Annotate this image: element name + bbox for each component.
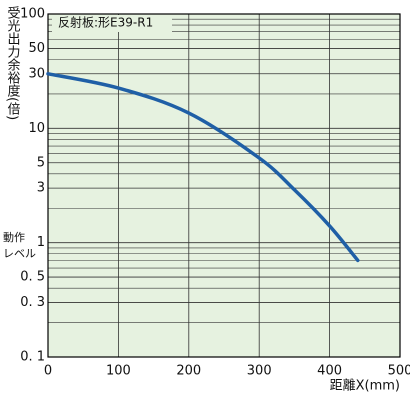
y-tick-label: 0. 3 <box>20 295 45 310</box>
legend-box <box>52 15 172 32</box>
y-axis-label: 受光出力余裕度(倍) <box>5 6 21 120</box>
annotation: レベル <box>3 247 36 260</box>
x-tick-label: 400 <box>317 364 342 379</box>
x-axis-label: 距離X(mm) <box>330 379 400 394</box>
x-tick-label: 0 <box>44 364 52 379</box>
y-tick-label: 0. 1 <box>20 350 45 365</box>
y-tick-label: 30 <box>28 66 45 81</box>
legend-text: 反射板:形E39-R1 <box>58 15 153 30</box>
y-tick-label: 1 <box>37 235 45 250</box>
y-tick-label: 100 <box>20 7 45 22</box>
x-tick-label: 300 <box>247 364 272 379</box>
annotation: 動作 <box>3 230 25 244</box>
y-tick-label: 10 <box>28 121 45 136</box>
y-tick-label: 3 <box>37 181 45 196</box>
plot-area <box>48 14 400 357</box>
x-tick-label: 100 <box>106 364 131 379</box>
y-tick-label: 0. 5 <box>20 270 45 285</box>
plot-frame <box>47 13 401 358</box>
curve <box>46 72 360 263</box>
x-tick-label: 500 <box>388 364 410 379</box>
x-tick-label: 200 <box>176 364 201 379</box>
y-tick-label: 50 <box>28 41 45 56</box>
y-tick-label: 5 <box>37 155 45 170</box>
